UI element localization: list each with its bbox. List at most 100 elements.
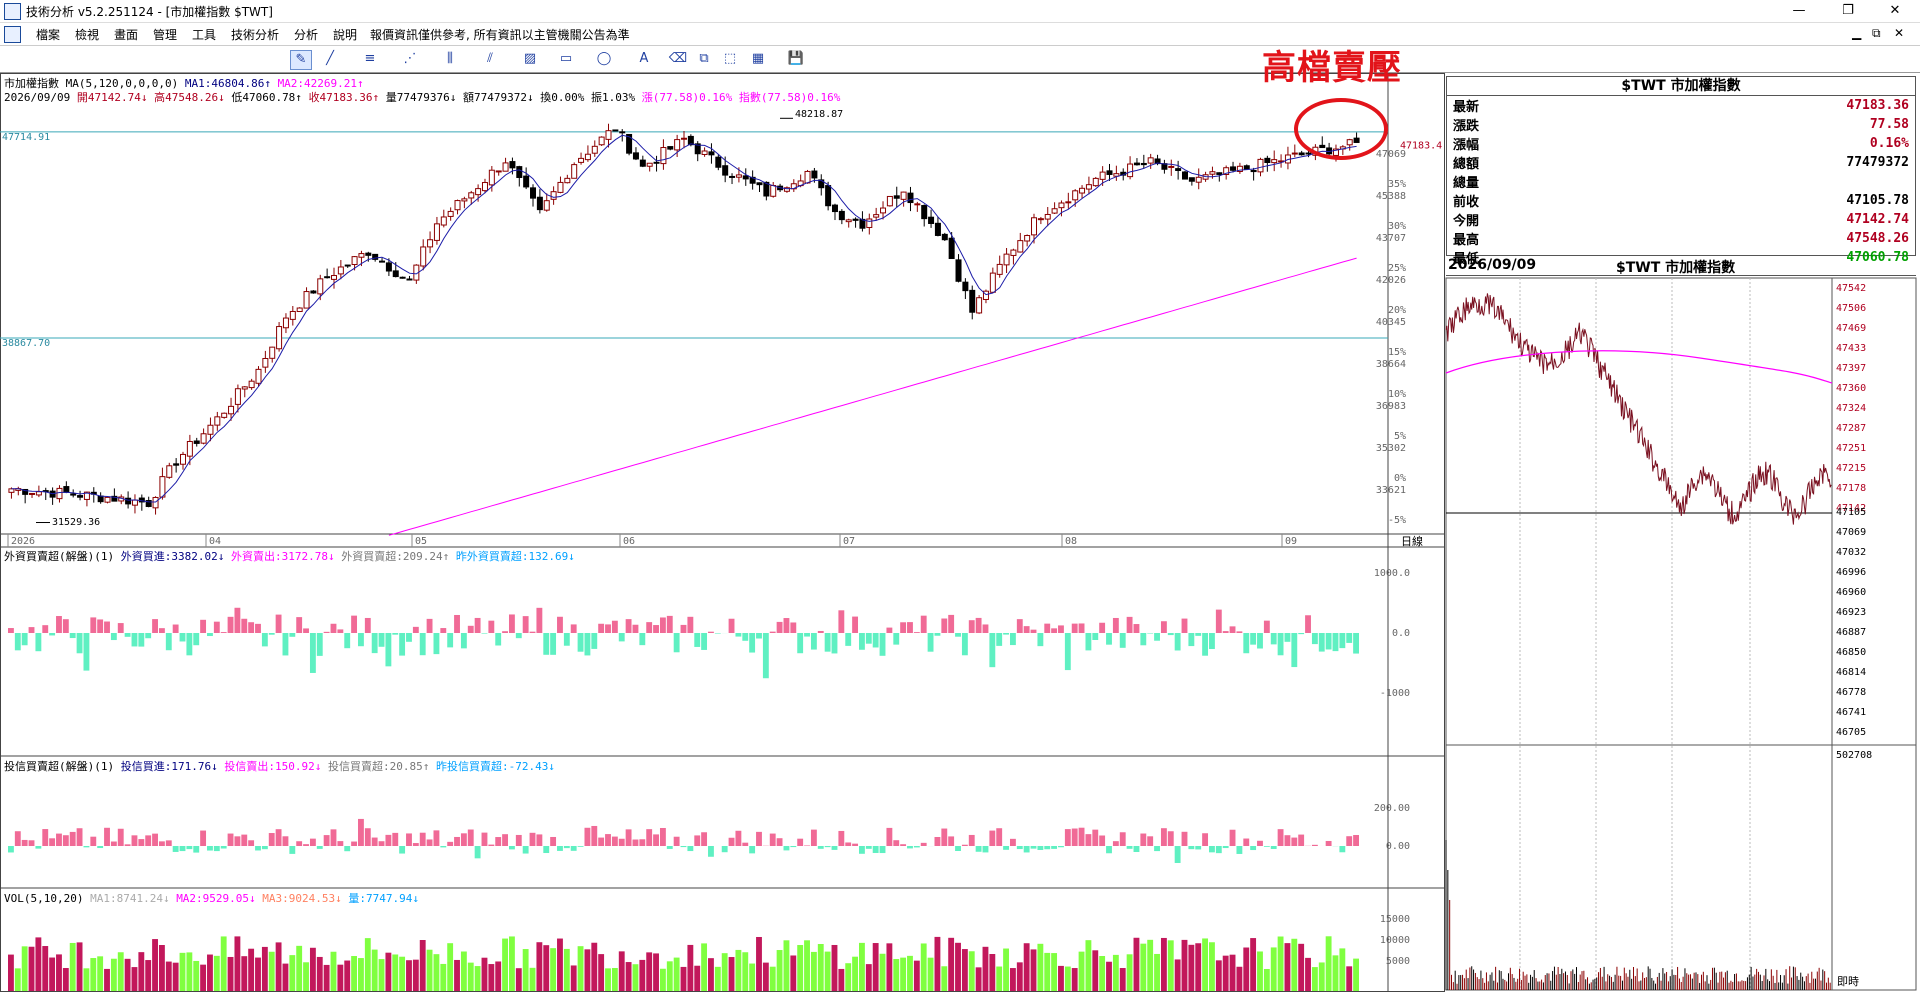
foreign-bar <box>248 622 255 633</box>
quote-value: 47183.36 <box>1846 98 1909 113</box>
intraday-axis-up: 47542 <box>1836 283 1866 294</box>
intraday-avg-line <box>1445 350 1833 384</box>
axis-val: 43707 <box>1376 233 1406 244</box>
technical-chart[interactable]: 47714.9138867.7048218.8731529.3647183.44… <box>0 73 1920 992</box>
candle-body <box>715 156 722 168</box>
ellipse-tool-icon[interactable]: ◯ <box>596 51 612 66</box>
candle-body <box>495 170 502 173</box>
pointer-tool-icon[interactable]: ✎ <box>290 50 312 70</box>
close-button[interactable]: ✕ <box>1889 3 1901 18</box>
foreign-bar <box>570 624 577 633</box>
menu-file[interactable]: 檔案 <box>36 28 61 42</box>
inner-restore-button[interactable]: ⧉ <box>1872 26 1881 40</box>
foreign-bar <box>412 626 419 633</box>
maximize-button[interactable]: ❐ <box>1842 3 1854 18</box>
menu-screen[interactable]: 畫面 <box>114 28 139 42</box>
select-tool-icon[interactable]: ⬚ <box>723 51 737 66</box>
menu-help[interactable]: 說明 <box>333 28 358 42</box>
color-tool-icon[interactable]: ▦ <box>751 51 765 66</box>
erase-tool-icon[interactable]: ⌫ <box>668 51 688 66</box>
candle-body <box>907 192 914 204</box>
trust-bar <box>721 846 728 853</box>
trust-bar <box>1346 836 1353 846</box>
volume-bar <box>557 938 563 991</box>
hatch-tool-icon[interactable]: ▨ <box>523 51 537 66</box>
channel-tool-icon[interactable]: ⫽ <box>487 51 493 66</box>
trust-bar <box>234 836 241 846</box>
foreign-bar <box>460 633 467 649</box>
candle-body <box>35 491 42 496</box>
menu-analysis[interactable]: 分析 <box>294 28 319 42</box>
volume-bar <box>824 951 831 991</box>
intraday-axis-up: 47433 <box>1836 343 1866 354</box>
intraday-header: 2026/09/09 $TWT 市加權指數 <box>1446 257 1916 276</box>
quote-row: 總額 77479372 <box>1447 153 1915 172</box>
foreign-bar <box>817 630 824 633</box>
trust-bar <box>62 835 69 846</box>
trust-bar <box>49 838 56 846</box>
volume-bar <box>234 936 241 991</box>
trust-bar <box>255 846 261 851</box>
trust-bar <box>1140 833 1147 846</box>
candle-body <box>1113 173 1120 177</box>
inner-close-button[interactable]: ✕ <box>1894 26 1905 40</box>
trust-bar <box>1078 827 1085 846</box>
trust-bar <box>1119 832 1126 846</box>
volume-bar <box>1325 936 1332 991</box>
candle-body <box>8 488 15 493</box>
save-tool-icon[interactable]: 💾 <box>787 51 805 66</box>
line-tool-icon[interactable]: ╱ <box>326 51 334 66</box>
volume-bar <box>172 962 179 991</box>
fan-tool-icon[interactable]: ⋰ <box>403 51 417 66</box>
foreign-bar <box>508 614 515 633</box>
quote-row: 總量 <box>1447 172 1915 191</box>
text-tool-icon[interactable]: A <box>639 51 649 66</box>
trust-bar <box>893 840 900 846</box>
inner-minimize-button[interactable]: ▁ <box>1852 26 1862 40</box>
volume-bar <box>1009 968 1016 991</box>
candle-body <box>193 440 200 444</box>
copy-tool-icon[interactable]: ⧉ <box>699 51 709 66</box>
legend-item: 低47060.78↑ <box>231 91 309 104</box>
foreign-bar <box>454 614 460 633</box>
minimize-button[interactable]: — <box>1792 3 1806 18</box>
intraday-axis-up: 47178 <box>1836 483 1866 494</box>
candle-body <box>1223 167 1230 175</box>
menu-manage[interactable]: 管理 <box>153 28 178 42</box>
volume-bar <box>1119 968 1126 991</box>
foreign-bar <box>728 618 735 633</box>
axis-pct: -5% <box>1388 515 1406 526</box>
trust-bar <box>488 844 495 846</box>
volume-bar <box>989 953 996 991</box>
candle-body <box>1230 166 1237 171</box>
candle-body <box>653 161 660 164</box>
quote-row: 漲跌 77.58 <box>1447 115 1915 134</box>
hline-tool-icon[interactable]: ≡ <box>364 51 376 66</box>
candle-body <box>825 185 832 207</box>
trust-bar <box>982 846 989 853</box>
quote-table: 最新 47183.36 漲跌 77.58 漲幅 0.16% 總額 77479372 總量 前收 47… <box>1447 96 1915 267</box>
foreign-bar <box>97 619 104 633</box>
foreign-bar <box>687 616 694 633</box>
fib-tool-icon[interactable]: ⫼ <box>447 51 453 66</box>
trust-bar <box>817 846 824 849</box>
trust-bar <box>1202 833 1209 846</box>
resistance-label: 47714.91 <box>2 132 50 143</box>
candle-body <box>372 253 379 260</box>
foreign-bar <box>1202 633 1209 656</box>
foreign-bar <box>316 633 323 656</box>
trust-bar <box>625 829 632 846</box>
volume-bar <box>261 946 268 991</box>
trust-bar <box>646 829 653 846</box>
rect-tool-icon[interactable]: ▭ <box>559 51 573 66</box>
volume-bar <box>845 963 852 991</box>
axis-val: 42026 <box>1376 275 1406 286</box>
quote-label: 最新 <box>1453 100 1480 115</box>
candle-body <box>900 191 907 200</box>
volume-bar <box>399 956 406 991</box>
menu-tools[interactable]: 工具 <box>192 28 217 42</box>
menu-view[interactable]: 檢視 <box>75 28 100 42</box>
volume-bar <box>666 961 673 991</box>
trust-bar <box>351 841 358 846</box>
menu-technical[interactable]: 技術分析 <box>231 28 280 42</box>
